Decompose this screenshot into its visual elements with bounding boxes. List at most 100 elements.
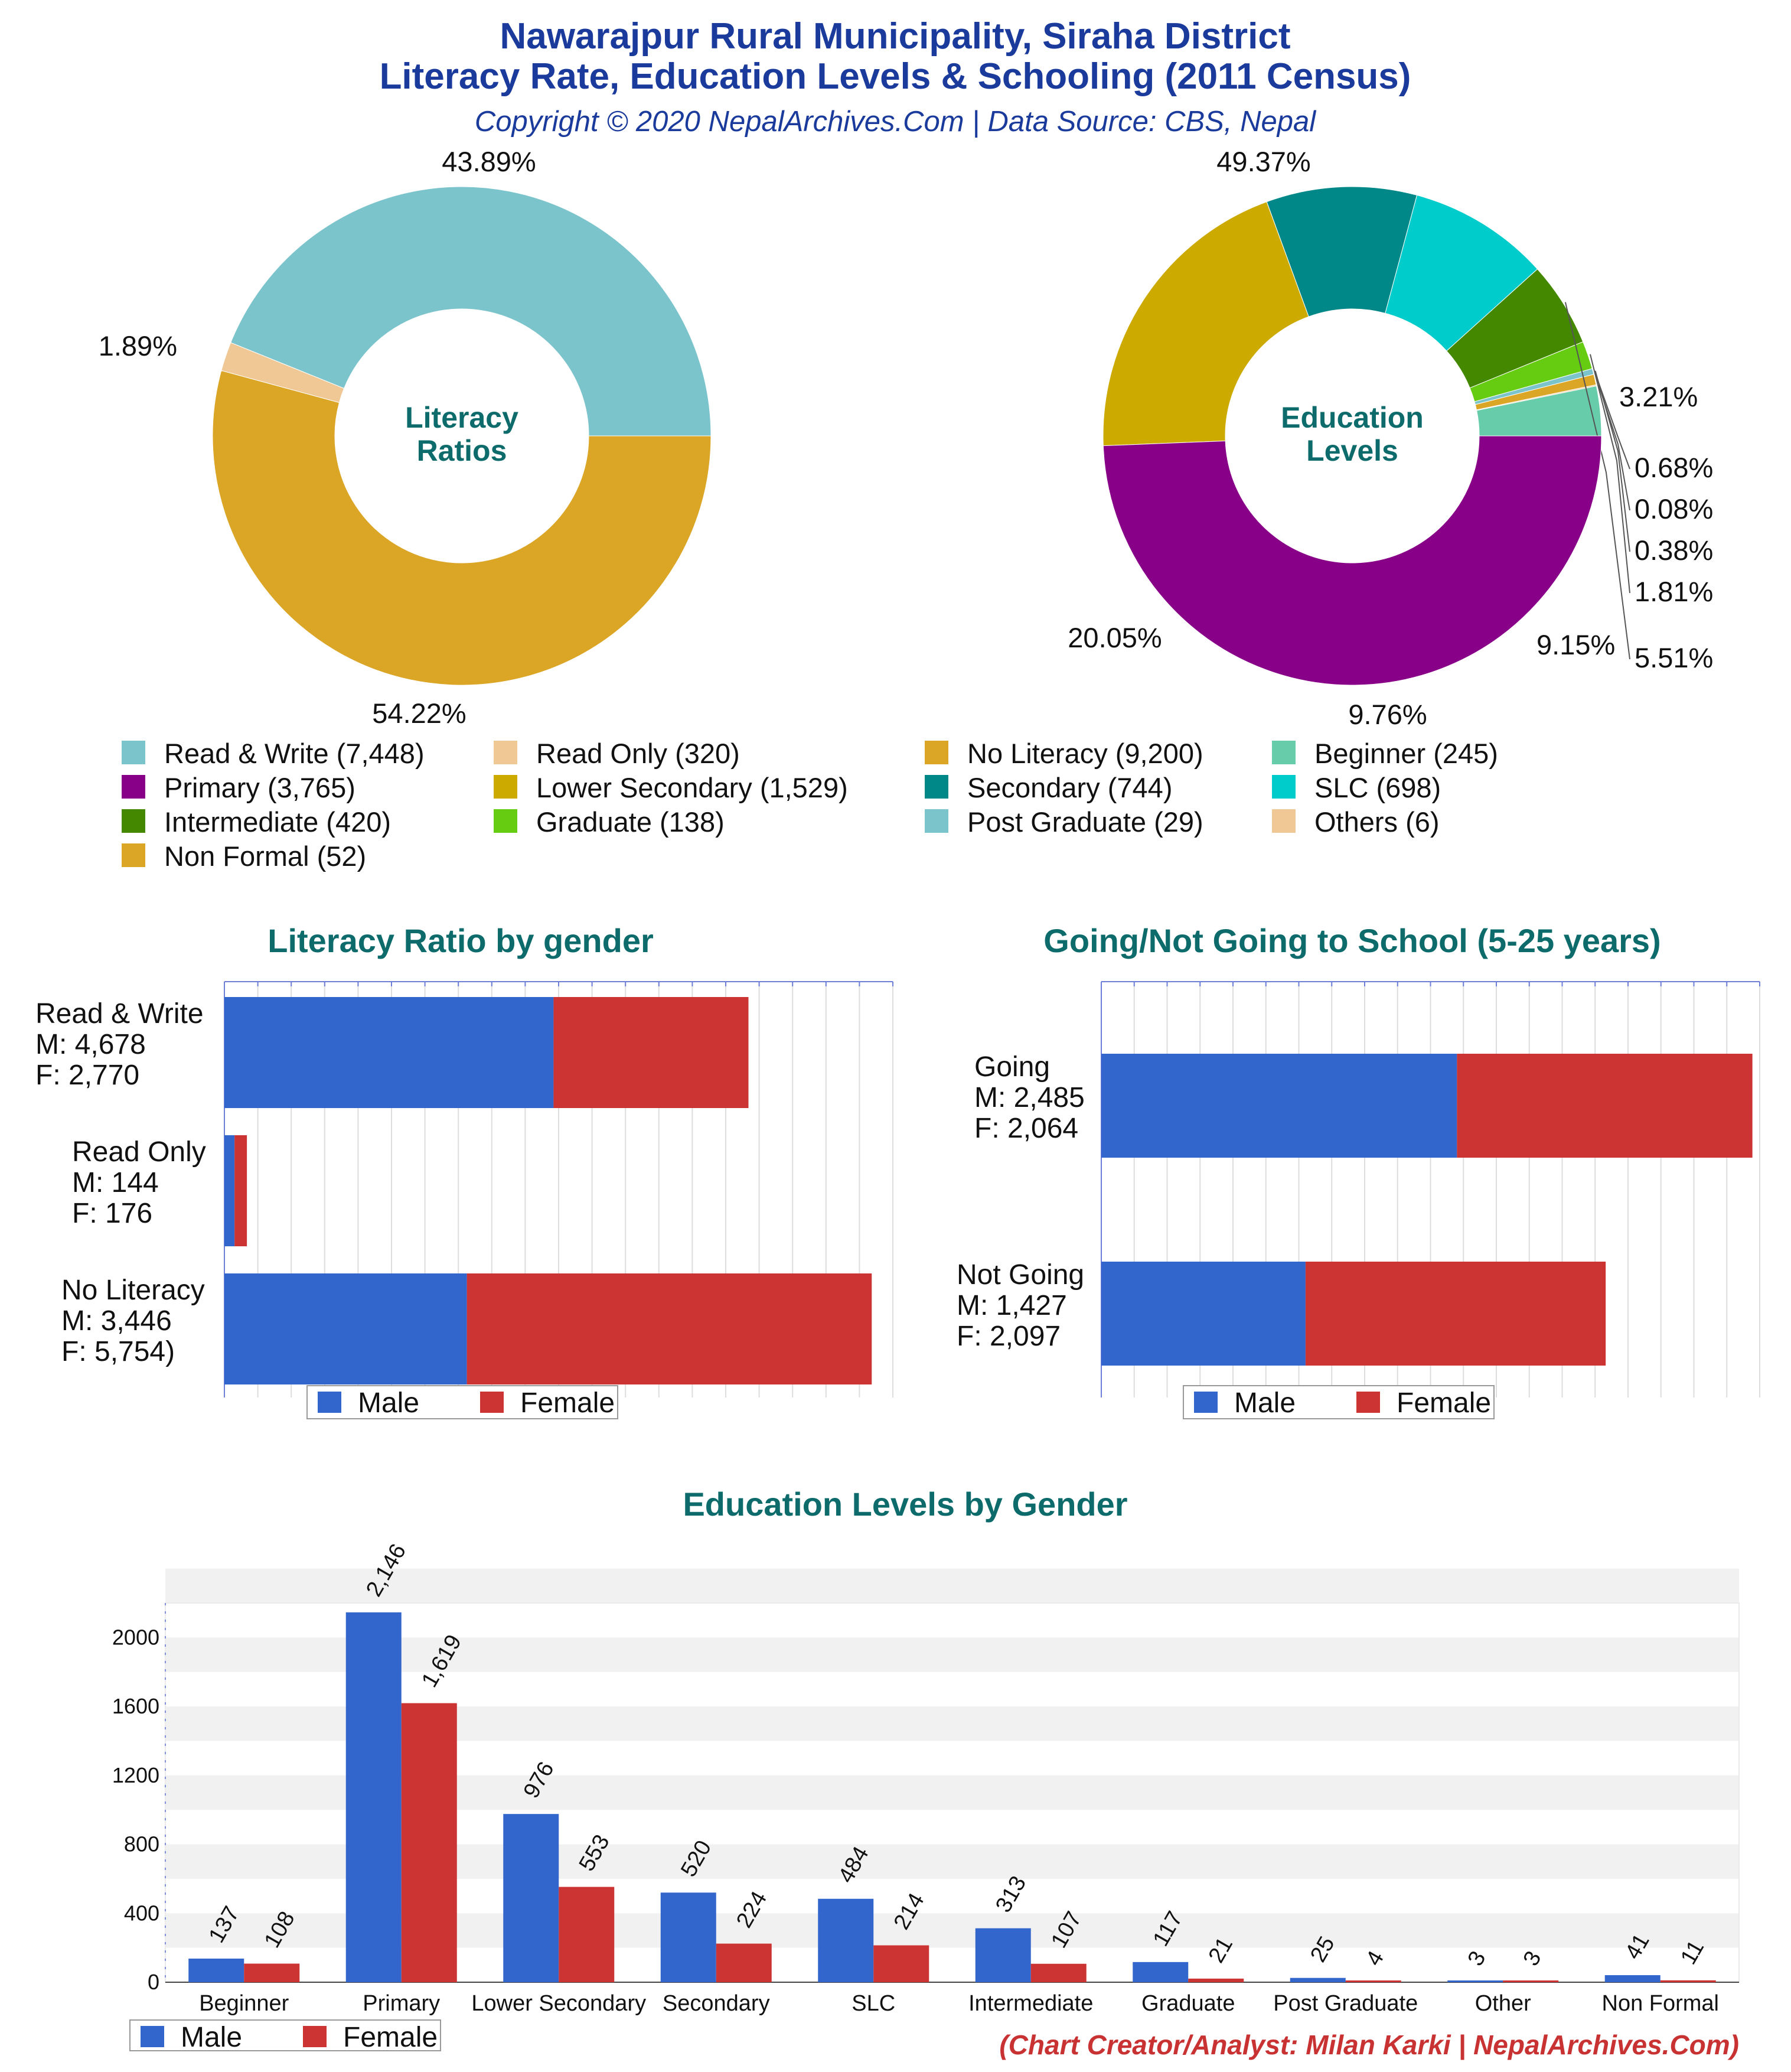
category-label-going-2: F: 2,064 [974, 1113, 1078, 1144]
legend-swatch-lower-secondary-1-529 [494, 775, 517, 799]
y-tick-label: 0 [148, 1970, 159, 1994]
female-bar-primary [401, 1703, 457, 1982]
legend-swatch-male [141, 2026, 164, 2047]
legend-label-female: Female [520, 1387, 615, 1419]
female-bar-intermediate [1030, 1963, 1087, 1982]
credit-text: (Chart Creator/Analyst: Milan Karki | Ne… [999, 2029, 1739, 2060]
female-bar-read-write [553, 997, 749, 1108]
female-bar-graduate [1188, 1978, 1244, 1982]
category-label-no-literacy-0: No Literacy [61, 1275, 205, 1306]
legend-swatch-no-literacy-9-200 [925, 741, 948, 764]
category-label-read-write-1: M: 4,678 [35, 1029, 146, 1060]
legend-swatch-post-graduate-29 [925, 809, 948, 833]
legend-label-beginner-245: Beginner (245) [1314, 738, 1498, 769]
female-bar-slc [873, 1945, 929, 1982]
legend-label-male: Male [181, 2022, 242, 2053]
center-label-line-1: Education [1281, 401, 1424, 434]
percent-label-primary: 49.37% [1216, 146, 1310, 177]
x-tick-label-non-formal: Non Formal [1602, 1991, 1720, 2016]
legend-swatch-male [318, 1392, 341, 1413]
percent-label-post-graduate: 0.38% [1635, 535, 1713, 566]
x-tick-label-post-graduate: Post Graduate [1273, 1991, 1418, 2016]
legend-label-post-graduate-29: Post Graduate (29) [967, 806, 1203, 838]
education-gender-title: Education Levels by Gender [683, 1485, 1127, 1523]
legend-swatch-female [1356, 1392, 1380, 1413]
y-tick-label: 800 [124, 1832, 159, 1856]
x-tick-label-slc: SLC [852, 1991, 895, 2016]
male-bar-non-formal [1604, 1975, 1660, 1982]
center-label-line-1: Literacy [405, 401, 518, 434]
legend-label-female: Female [1397, 1387, 1491, 1419]
x-tick-label-graduate: Graduate [1141, 1991, 1235, 2016]
legend-label-female: Female [343, 2022, 438, 2053]
legend-label-read-only-320: Read Only (320) [536, 738, 740, 769]
legend-swatch-read-only-320 [494, 741, 517, 764]
male-bar-other [1447, 1980, 1503, 1982]
percent-label-intermediate: 5.51% [1635, 642, 1713, 673]
male-bar-beginner [188, 1959, 244, 1982]
legend-label-non-formal-52: Non Formal (52) [164, 840, 366, 872]
female-bar-read-only [234, 1135, 247, 1246]
y-tick-label: 400 [124, 1901, 159, 1925]
category-legend: Read & Write (7,448) Read Only (320) No Li… [122, 738, 1498, 872]
literacy-gender-title: Literacy Ratio by gender [267, 922, 654, 959]
category-label-read-only-0: Read Only [72, 1136, 206, 1168]
percent-label-slc: 9.15% [1536, 629, 1615, 660]
percent-label-no-literacy: 54.22% [372, 698, 466, 729]
male-bar-primary [345, 1612, 402, 1982]
gender-legend-box [1183, 1385, 1495, 1419]
category-label-no-literacy-1: M: 3,446 [61, 1305, 172, 1337]
slice-no-literacy [212, 370, 712, 686]
female-bar-lower-secondary [559, 1887, 615, 1982]
donut-hole [1225, 309, 1479, 563]
male-bar-secondary [660, 1892, 716, 1982]
male-bar-read-write [224, 997, 554, 1108]
male-bar-lower-secondary [503, 1814, 559, 1982]
legend-swatch-intermediate-420 [122, 809, 145, 833]
category-label-not-going-2: F: 2,097 [957, 1321, 1061, 1352]
leader-line-intermediate [1564, 302, 1630, 660]
legend-swatch-primary-3-765 [122, 775, 145, 799]
category-label-no-literacy-2: F: 5,754) [61, 1336, 175, 1367]
education-levels-donut: 3.21% 0.08% 0.68% 0.38% 1.81% 5.51% 9.15% 9.76%… [1068, 146, 1713, 730]
female-bar-beginner [244, 1963, 300, 1982]
legend-swatch-graduate-138 [494, 809, 517, 833]
center-label-line-2: Ratios [417, 434, 507, 467]
percent-label-others: 0.08% [1635, 493, 1713, 524]
school-going-title: Going/Not Going to School (5-25 years) [1043, 922, 1660, 959]
title-line-1: Nawarajpur Rural Municipality, Siraha Di… [500, 16, 1290, 57]
legend-swatch-read-write-7-448 [122, 741, 145, 764]
grid-band [165, 1568, 1739, 1603]
legend-swatch-non-formal-52 [122, 843, 145, 867]
legend-label-lower-secondary-1-529: Lower Secondary (1,529) [536, 772, 848, 803]
center-label-line-2: Levels [1306, 434, 1398, 467]
x-tick-label-beginner: Beginner [199, 1991, 289, 2016]
leader-line-graduate [1589, 354, 1630, 594]
legend-label-others-6: Others (6) [1314, 806, 1440, 838]
male-bar-post-graduate [1290, 1977, 1346, 1982]
male-bar-not-going [1101, 1262, 1306, 1366]
percent-label-lower-secondary: 20.05% [1068, 622, 1162, 653]
legend-swatch-female [303, 2026, 327, 2047]
female-bar-no-literacy [466, 1273, 872, 1384]
y-tick-label: 2000 [112, 1625, 159, 1649]
female-bar-post-graduate [1345, 1980, 1401, 1982]
x-tick-label-secondary: Secondary [663, 1991, 770, 2016]
legend-label-male: Male [358, 1387, 419, 1419]
legend-label-primary-3-765: Primary (3,765) [164, 772, 355, 803]
female-bar-going [1457, 1054, 1753, 1158]
y-tick-label: 1200 [112, 1763, 159, 1787]
percent-label-beginner: 3.21% [1619, 381, 1698, 412]
category-label-read-write-0: Read & Write [35, 998, 204, 1030]
male-bar-read-only [224, 1135, 235, 1246]
legend-swatch-male [1194, 1392, 1218, 1413]
percent-label-non-formal: 0.68% [1635, 452, 1713, 483]
x-tick-label-lower-secondary: Lower Secondary [471, 1991, 646, 2016]
legend-swatch-others-6 [1272, 809, 1296, 833]
percent-label-read-only: 1.89% [99, 330, 177, 361]
x-tick-label-primary: Primary [363, 1991, 440, 2016]
male-bar-graduate [1133, 1962, 1189, 1982]
